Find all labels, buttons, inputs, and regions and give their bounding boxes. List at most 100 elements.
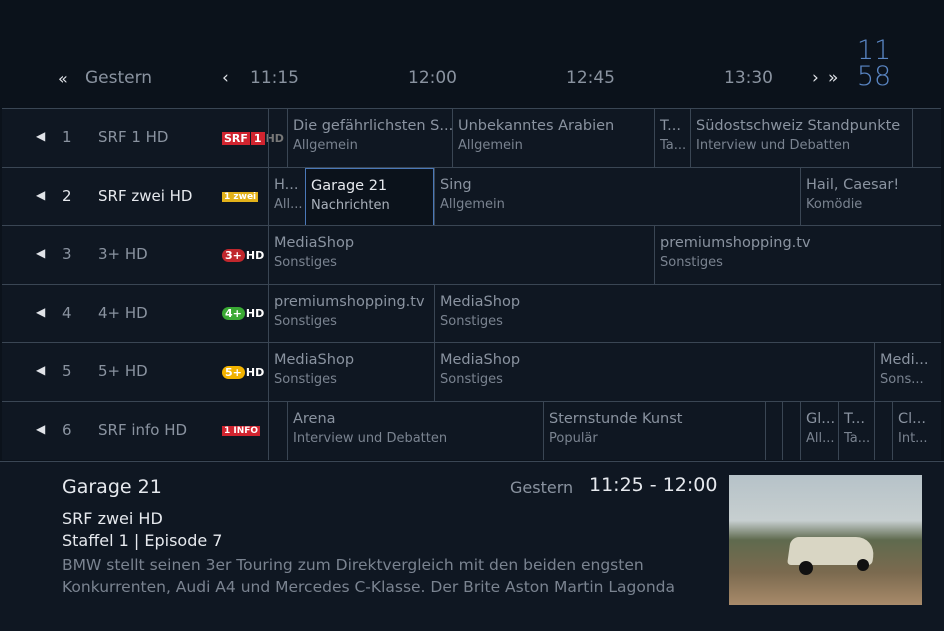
program-cell-genre: Sonstiges — [274, 313, 337, 329]
program-cell-genre: Sonstiges — [660, 255, 723, 271]
program-time: 11:25 - 12:00 — [589, 474, 718, 496]
program-cell[interactable]: premiumshopping.tv Sonstiges — [268, 284, 434, 343]
channel-info[interactable]: ◀ 5 5+ HD 5+ HD — [2, 343, 268, 401]
prev-day-button[interactable]: Gestern — [85, 68, 153, 88]
program-cell-genre: All... — [274, 196, 303, 212]
program-title: Garage 21 — [62, 476, 162, 498]
clock: 11 58 — [856, 35, 892, 90]
program-cell[interactable]: T... Ta... — [654, 109, 690, 167]
program-cell[interactable] — [765, 402, 782, 460]
program-cell-genre: Sonstiges — [274, 372, 337, 388]
program-cell-title: Südostschweiz Standpunkte — [696, 118, 901, 134]
channel-logo: 3+ HD — [222, 247, 264, 263]
channel-number: 6 — [62, 421, 72, 439]
channel-info[interactable]: ◀ 1 SRF 1 HD SRF 1 HD — [2, 109, 284, 167]
channel-name: SRF info HD — [98, 421, 188, 439]
program-cell[interactable]: Südostschweiz Standpunkte Interview und D… — [690, 109, 912, 167]
program-cell[interactable] — [268, 109, 287, 167]
channel-number: 3 — [62, 245, 72, 264]
caret-left-icon[interactable]: ◀ — [36, 422, 46, 436]
program-cell-title: Garage 21 — [311, 177, 388, 194]
program-cell-genre: Nachrichten — [311, 197, 390, 213]
caret-left-icon[interactable]: ◀ — [36, 246, 46, 261]
program-cell-title: Cl... — [898, 411, 926, 427]
channel-info[interactable]: ◀ 6 SRF info HD 1 INFO — [2, 402, 268, 460]
channel-name: SRF zwei HD — [98, 186, 193, 205]
program-cell[interactable]: Cl... Int... — [892, 402, 941, 460]
channel-number: 2 — [62, 186, 72, 205]
channel-info[interactable]: ◀ 2 SRF zwei HD 1 zwei — [2, 168, 268, 226]
program-cell[interactable]: Medi... Sons... — [874, 343, 941, 402]
caret-left-icon[interactable]: ◀ — [36, 363, 46, 378]
program-cell[interactable]: Unbekanntes Arabien Allgemein — [452, 109, 654, 167]
skip-forward-icon[interactable]: » — [828, 68, 839, 88]
program-cell-title: Medi... — [880, 352, 929, 369]
program-details: Garage 21 Gestern 11:25 - 12:00 SRF zwei… — [0, 461, 944, 631]
program-cell[interactable] — [782, 402, 800, 460]
program-cell-title: MediaShop — [274, 352, 355, 369]
wheel — [799, 561, 813, 575]
program-cell-genre: Allgemein — [293, 138, 358, 153]
program-cell-title: Gl... — [806, 411, 836, 427]
channel-info[interactable]: ◀ 4 4+ HD 4+ HD — [2, 285, 268, 343]
program-cell-title: Sing — [440, 176, 472, 193]
caret-left-icon[interactable]: ◀ — [36, 187, 46, 202]
channel-row: ◀ 4 4+ HD 4+ HD premiumshopping.tv Sonstiges Me… — [2, 283, 941, 343]
program-cell-title: MediaShop — [440, 293, 521, 310]
program-cell-genre: Interview und Debatten — [293, 431, 448, 446]
program-cell-title: H... — [274, 176, 299, 193]
program-cell-genre: Allgemein — [440, 196, 505, 212]
program-cell[interactable]: MediaShop Sonstiges — [434, 343, 874, 402]
program-cell-title: T... — [844, 411, 865, 427]
program-cell[interactable]: Hail, Caesar! Komödie — [800, 167, 941, 226]
program-day: Gestern — [510, 478, 574, 497]
program-cell-genre: Allgemein — [458, 138, 523, 153]
program-cell-title: premiumshopping.tv — [274, 293, 425, 310]
program-description: BMW stellt seinen 3er Touring zum Direkt… — [62, 556, 676, 596]
scroll-left-icon[interactable]: ‹ — [222, 68, 229, 88]
skip-back-icon[interactable]: « — [58, 69, 68, 88]
channel-row: ◀ 6 SRF info HD 1 INFO Arena Interview und De… — [2, 401, 941, 460]
program-cell[interactable] — [874, 402, 892, 460]
program-cell[interactable]: Gl... All... — [800, 402, 838, 460]
channel-logo: 4+ HD — [222, 306, 264, 322]
program-cell[interactable]: H... All... — [268, 167, 305, 226]
channel-row: ◀ 1 SRF 1 HD SRF 1 HD Die gefährlichsten S... A… — [2, 108, 941, 167]
program-cell[interactable] — [912, 109, 941, 167]
channel-name: 5+ HD — [98, 362, 148, 381]
program-cell-title: Sternstunde Kunst — [549, 411, 683, 427]
program-cell-genre: Sonstiges — [440, 313, 503, 329]
program-cell-genre: Int... — [898, 431, 928, 446]
time-label: 12:45 — [566, 68, 615, 88]
channel-number: 1 — [62, 128, 72, 146]
program-cell-genre: Ta... — [660, 138, 687, 153]
program-cell[interactable]: Garage 21 Nachrichten — [305, 167, 434, 226]
program-cell-title: Hail, Caesar! — [806, 176, 900, 193]
program-cell[interactable]: Sing Allgemein — [434, 167, 800, 226]
program-cell-genre: Sonstiges — [440, 372, 503, 388]
channel-row: ◀ 2 SRF zwei HD 1 zwei H... All... Garage 21 Na… — [2, 166, 941, 226]
scroll-right-icon[interactable]: › — [812, 68, 819, 88]
channel-number: 5 — [62, 362, 72, 381]
program-cell[interactable]: T... Ta... — [838, 402, 874, 460]
program-cell[interactable]: MediaShop Sonstiges — [434, 284, 941, 343]
program-cell-genre: Interview und Debatten — [696, 138, 851, 153]
program-cell[interactable]: Arena Interview und Debatten — [287, 402, 543, 460]
time-label: 11:15 — [250, 68, 299, 88]
program-cell[interactable]: premiumshopping.tv Sonstiges — [654, 226, 941, 285]
program-cell[interactable]: Sternstunde Kunst Populär — [543, 402, 765, 460]
channel-name: 3+ HD — [98, 245, 148, 264]
program-cell-genre: All... — [806, 431, 835, 446]
time-label: 12:00 — [408, 68, 457, 88]
caret-left-icon[interactable]: ◀ — [36, 304, 46, 319]
program-cell[interactable]: Die gefährlichsten S... Allgemein — [287, 109, 452, 167]
program-thumbnail — [729, 475, 922, 605]
program-cell[interactable]: MediaShop Sonstiges — [268, 343, 434, 402]
caret-left-icon[interactable]: ◀ — [36, 129, 46, 143]
program-cell[interactable] — [268, 402, 287, 460]
channel-info[interactable]: ◀ 3 3+ HD 3+ HD — [2, 226, 268, 284]
clock-hour: 11 — [856, 35, 892, 66]
program-cell-title: MediaShop — [440, 352, 521, 369]
program-cell[interactable]: MediaShop Sonstiges — [268, 226, 654, 285]
